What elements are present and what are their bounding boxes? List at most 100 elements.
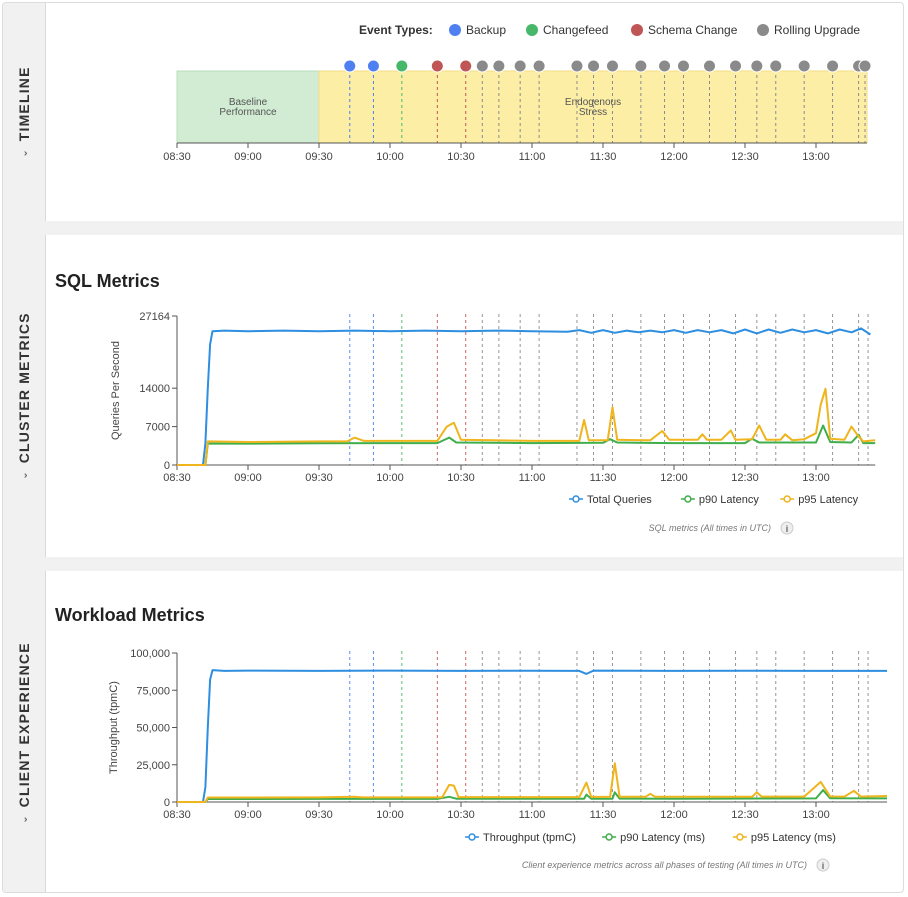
- cluster-metrics-panel: ⌄ CLUSTER METRICS SQL Metrics 0 7000 14000…: [3, 235, 903, 557]
- section-label-client-experience: CLIENT EXPERIENCE: [16, 641, 32, 807]
- legend-item-backup: Backup: [466, 23, 506, 37]
- timeline-chart: Event Types: Backup Changefeed Schema Chang…: [163, 23, 872, 163]
- legend-swatch-icon: [572, 495, 580, 503]
- x-tick-label: 10:00: [376, 472, 404, 484]
- workload-metrics-title: Workload Metrics: [55, 605, 205, 625]
- event-marker-icon: [676, 59, 690, 73]
- section-divider: [3, 557, 903, 571]
- event-marker-icon: [395, 59, 409, 73]
- event-marker-icon: [729, 59, 743, 73]
- y-tick-label: 14000: [139, 383, 170, 395]
- x-tick-label: 09:30: [305, 472, 333, 484]
- info-icon: [816, 858, 830, 872]
- phase-block-0: [176, 70, 320, 144]
- series-line-0: [177, 327, 871, 466]
- phase-label-1: Stress: [579, 107, 607, 118]
- y-tick-label: 0: [164, 797, 170, 809]
- y-tick-label: 25,000: [136, 760, 170, 772]
- collapse-caret-icon: ⌄: [18, 149, 30, 158]
- sql-metrics-title: SQL Metrics: [55, 271, 160, 291]
- event-marker-icon: [570, 59, 584, 73]
- x-tick-label: 11:00: [519, 809, 546, 821]
- cluster-metrics-section-toggle[interactable]: ⌄ CLUSTER METRICS: [3, 235, 46, 557]
- legend-item-schema-change: Schema Change: [648, 23, 738, 37]
- legend-item-0: Total Queries: [587, 494, 652, 506]
- event-marker-icon: [366, 59, 380, 73]
- event-marker-icon: [492, 59, 506, 73]
- event-marker-icon: [797, 59, 811, 73]
- legend-item-1: p90 Latency (ms): [620, 832, 705, 844]
- client-experience-section-toggle[interactable]: ⌄ CLIENT EXPERIENCE: [3, 571, 46, 892]
- event-marker-icon: [858, 59, 872, 73]
- client-experience-panel: ⌄ CLIENT EXPERIENCE Workload Metrics 0 25…: [3, 571, 903, 892]
- x-tick-label: 10:00: [376, 151, 404, 163]
- event-marker-icon: [459, 59, 473, 73]
- legend-item-rolling-upgrade: Rolling Upgrade: [774, 23, 860, 37]
- x-tick-label: 08:30: [163, 809, 191, 821]
- x-tick-label: 09:00: [234, 809, 262, 821]
- series-line-2: [177, 387, 876, 466]
- x-tick-label: 11:30: [590, 151, 617, 163]
- legend-dot-icon: [526, 24, 538, 36]
- timeline-section-toggle[interactable]: ⌄ TIMELINE: [3, 3, 46, 221]
- event-marker-icon: [430, 59, 444, 73]
- event-marker-icon: [826, 59, 840, 73]
- series-line-1: [177, 789, 888, 803]
- series-line-1: [177, 424, 876, 466]
- legend-dot-icon: [449, 24, 461, 36]
- x-tick-label: 12:30: [731, 809, 759, 821]
- chart-caption: SQL metrics (All times in UTC): [649, 523, 771, 533]
- collapse-caret-icon: ⌄: [18, 814, 30, 824]
- x-tick-label: 09:00: [234, 472, 262, 484]
- event-marker-icon: [658, 59, 672, 73]
- x-tick-label: 10:30: [447, 151, 475, 163]
- phase-label-1: Endogenous: [565, 97, 621, 108]
- legend-item-1: p90 Latency: [699, 494, 759, 506]
- series-line-0: [177, 669, 887, 803]
- info-icon: [780, 521, 794, 535]
- legend-swatch-icon: [468, 833, 476, 841]
- x-tick-label: 11:00: [519, 151, 546, 163]
- x-tick-label: 09:00: [234, 151, 262, 163]
- x-tick-label: 13:00: [802, 151, 830, 163]
- event-marker-icon: [513, 59, 527, 73]
- section-label-cluster-metrics: CLUSTER METRICS: [16, 312, 32, 464]
- event-marker-icon: [343, 59, 357, 73]
- legend-swatch-icon: [605, 833, 613, 841]
- event-marker-icon: [605, 59, 619, 73]
- legend-item-changefeed: Changefeed: [543, 23, 608, 37]
- legend-swatch-icon: [684, 495, 692, 503]
- y-tick-label: 0: [164, 460, 170, 472]
- legend-swatch-icon: [783, 495, 791, 503]
- y-tick-label: 27164: [139, 311, 170, 323]
- legend-dot-icon: [631, 24, 643, 36]
- x-tick-label: 09:30: [305, 151, 333, 163]
- sql-metrics-chart: 0 7000 14000 27164 Queries Per Second 08:30 09…: [110, 311, 876, 535]
- info-icon-glyph: i: [822, 861, 825, 871]
- x-tick-label: 13:00: [802, 809, 830, 821]
- x-tick-label: 09:30: [305, 809, 333, 821]
- event-legend-title: Event Types:: [359, 23, 433, 37]
- timeline-panel: ⌄ TIMELINE Event Types: Backup Changefeed S…: [3, 3, 903, 221]
- event-marker-icon: [703, 59, 716, 73]
- y-axis-label: Throughput (tpmC): [108, 681, 120, 774]
- x-tick-label: 11:30: [590, 472, 617, 484]
- section-divider: [3, 221, 903, 235]
- event-marker-icon: [532, 59, 546, 73]
- x-tick-label: 08:30: [163, 151, 191, 163]
- x-tick-label: 12:30: [731, 151, 759, 163]
- event-marker-icon: [634, 59, 648, 73]
- x-tick-label: 12:00: [660, 809, 688, 821]
- workload-metrics-chart: 0 25,000 50,000 75,000 100,000 Throughput (tp…: [108, 648, 888, 872]
- x-tick-label: 10:00: [376, 809, 404, 821]
- legend-item-0: Throughput (tpmC): [483, 832, 576, 844]
- x-tick-label: 11:30: [590, 809, 617, 821]
- x-tick-label: 10:30: [447, 472, 475, 484]
- y-axis-label: Queries Per Second: [110, 341, 122, 440]
- legend-swatch-icon: [736, 833, 744, 841]
- collapse-caret-icon: ⌄: [18, 471, 30, 480]
- legend-item-2: p95 Latency: [798, 494, 858, 506]
- y-tick-label: 100,000: [130, 648, 170, 660]
- x-tick-label: 12:00: [660, 151, 688, 163]
